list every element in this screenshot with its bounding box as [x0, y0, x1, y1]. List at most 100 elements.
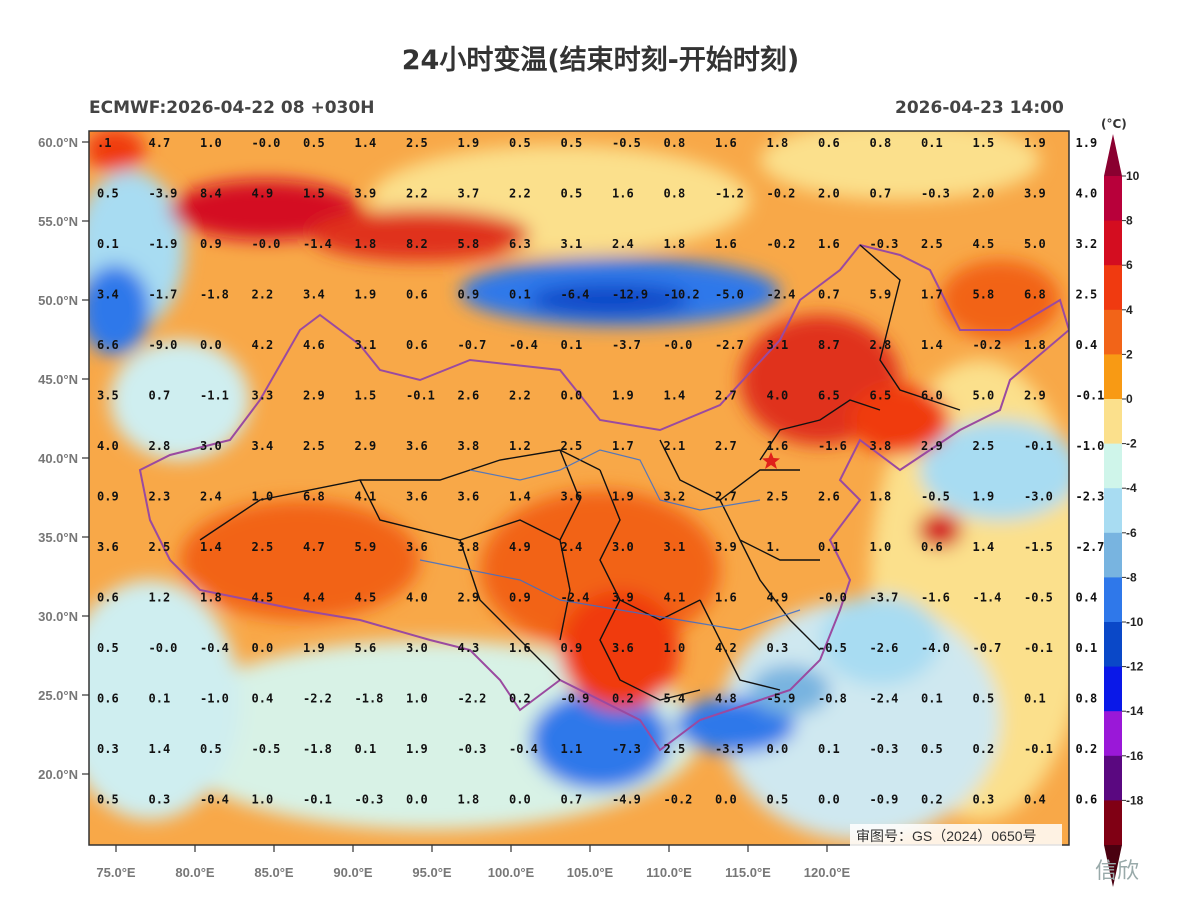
- lat-label: 50.0°N: [38, 293, 78, 308]
- lon-label: 95.0°E: [412, 865, 452, 880]
- grid-value: 1.5: [303, 187, 325, 201]
- grid-value: 5.8: [973, 288, 995, 302]
- grid-value: 1.4: [664, 389, 686, 403]
- grid-value: 5.9: [355, 540, 377, 554]
- grid-value: 1.7: [921, 288, 943, 302]
- lon-label: 90.0°E: [333, 865, 373, 880]
- colorbar-swatch: [1104, 309, 1122, 355]
- grid-value: -0.7: [458, 338, 487, 352]
- grid-value: -1.6: [921, 591, 950, 605]
- grid-value: 2.2: [509, 389, 531, 403]
- grid-value: 1.0: [870, 540, 892, 554]
- grid-value: -4.9: [612, 793, 641, 807]
- grid-value: 3.5: [97, 389, 119, 403]
- grid-value: 0.6: [406, 288, 428, 302]
- grid-value: 0.0: [406, 793, 428, 807]
- colorbar-unit: (°C): [1101, 117, 1127, 131]
- grid-value: 2.5: [664, 742, 686, 756]
- colorbar-label: -14: [1126, 704, 1144, 718]
- grid-value: 1.0: [252, 793, 274, 807]
- grid-value: -3.7: [612, 338, 641, 352]
- grid-value: 4.7: [303, 540, 325, 554]
- grid-value: 0.5: [303, 136, 325, 150]
- colorbar-label: 6: [1126, 258, 1133, 272]
- grid-value: 4.2: [715, 641, 737, 655]
- grid-value: 8.4: [200, 187, 222, 201]
- grid-value: 3.9: [715, 540, 737, 554]
- colorbar-label: -8: [1126, 570, 1137, 584]
- grid-value: -0.4: [509, 742, 538, 756]
- grid-value: -0.0: [149, 641, 178, 655]
- grid-value: -3.7: [870, 591, 899, 605]
- grid-value: -10.2: [664, 288, 700, 302]
- grid-value: 0.4: [1024, 793, 1046, 807]
- grid-value: 0.9: [97, 490, 119, 504]
- grid-value: 4.1: [355, 490, 377, 504]
- grid-value: 1.8: [870, 490, 892, 504]
- grid-value: 2.5: [1076, 288, 1098, 302]
- grid-value: 2.5: [406, 136, 428, 150]
- colorbar-swatch: [1104, 711, 1122, 757]
- grid-value: 5.4: [664, 692, 686, 706]
- colorbar-label: 4: [1126, 303, 1133, 317]
- grid-value: 2.5: [767, 490, 789, 504]
- grid-value: -2.2: [458, 692, 487, 706]
- grid-value: 1.0: [200, 136, 222, 150]
- grid-value: 1.4: [149, 742, 171, 756]
- grid-value: 4.5: [973, 237, 995, 251]
- grid-value: 1.6: [715, 591, 737, 605]
- grid-value: 1.5: [973, 136, 995, 150]
- grid-value: 0.4: [252, 692, 274, 706]
- lon-label: 80.0°E: [175, 865, 215, 880]
- grid-value: 0.9: [561, 641, 583, 655]
- grid-value: 1.0: [406, 692, 428, 706]
- grid-value: 1.9: [1024, 136, 1046, 150]
- grid-value: -2.3: [1076, 490, 1105, 504]
- grid-value: 0.1: [509, 288, 531, 302]
- grid-value: 0.5: [561, 136, 583, 150]
- grid-value: 1.4: [200, 540, 222, 554]
- grid-value: 0.6: [97, 692, 119, 706]
- grid-value: 0.6: [921, 540, 943, 554]
- grid-value: -0.9: [870, 793, 899, 807]
- grid-value: 3.3: [252, 389, 274, 403]
- colorbar-label: -18: [1126, 793, 1144, 807]
- grid-value: -0.2: [767, 187, 796, 201]
- grid-value: 2.4: [612, 237, 634, 251]
- grid-value: -1.0: [200, 692, 229, 706]
- grid-value: 0.0: [200, 338, 222, 352]
- grid-value: 0.2: [1076, 742, 1098, 756]
- axis-labels: 60.0°N 55.0°N 50.0°N 45.0°N 40.0°N 35.0°N 30.0…: [38, 135, 850, 880]
- grid-value: -1.6: [818, 439, 847, 453]
- colorbar-label: 2: [1126, 347, 1133, 361]
- lat-label: 30.0°N: [38, 609, 78, 624]
- grid-value: 2.4: [561, 540, 583, 554]
- grid-value: 4.0: [97, 439, 119, 453]
- grid-value: 2.2: [406, 187, 428, 201]
- grid-value: 0.5: [97, 641, 119, 655]
- lon-label: 110.0°E: [646, 865, 692, 880]
- grid-value: 4.6: [303, 338, 325, 352]
- grid-value: 0.8: [664, 136, 686, 150]
- grid-value: 2.6: [458, 389, 480, 403]
- grid-value: 2.5: [303, 439, 325, 453]
- grid-value: -0.2: [973, 338, 1002, 352]
- grid-value: -0.3: [870, 237, 899, 251]
- colorbar-label: 10: [1126, 169, 1140, 183]
- lon-label: 100.0°E: [488, 865, 535, 880]
- lon-label: 75.0°E: [96, 865, 136, 880]
- grid-value: 2.6: [818, 490, 840, 504]
- colorbar-swatch: [1104, 800, 1122, 846]
- lat-label: 45.0°N: [38, 372, 78, 387]
- grid-value: 0.0: [715, 793, 737, 807]
- grid-value: 2.5: [973, 439, 995, 453]
- grid-value: 3.6: [406, 490, 428, 504]
- grid-value: -0.4: [200, 793, 229, 807]
- grid-value: 6.5: [818, 389, 840, 403]
- grid-value: 0.5: [921, 742, 943, 756]
- grid-value: -1.7: [149, 288, 178, 302]
- grid-value: 2.9: [1024, 389, 1046, 403]
- grid-value: 4.0: [1076, 187, 1098, 201]
- colorbar-label: -16: [1126, 749, 1144, 763]
- grid-value: 0.0: [767, 742, 789, 756]
